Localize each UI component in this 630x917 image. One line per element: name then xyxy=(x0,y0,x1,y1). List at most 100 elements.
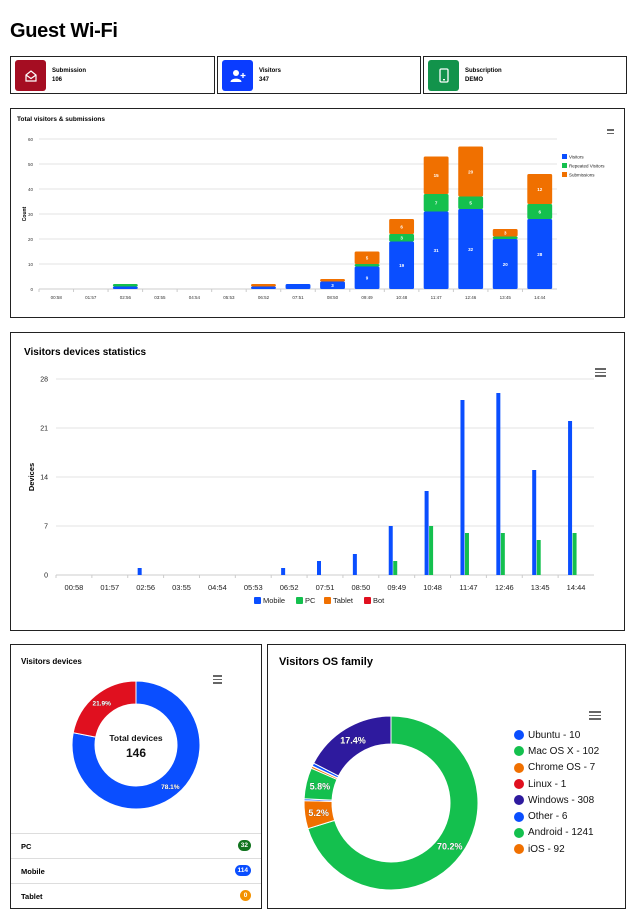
legend-item[interactable]: iOS - 92 xyxy=(514,841,599,857)
bar-segment xyxy=(492,239,518,289)
bar-segment xyxy=(354,264,380,267)
chart-title: Total visitors & submissions xyxy=(17,116,106,123)
bar-segment xyxy=(320,281,345,289)
legend-label: Linux - 1 xyxy=(528,778,567,790)
y-tick-label: 40 xyxy=(28,187,34,192)
center-label: Total devices xyxy=(109,733,162,743)
slice-label: 5.2% xyxy=(308,808,329,818)
chart-menu-icon[interactable] xyxy=(589,711,601,720)
legend-label: Ubuntu - 10 xyxy=(528,729,581,741)
legend-label: Submissions xyxy=(569,172,595,177)
list-item: PC 32 xyxy=(11,833,261,858)
bar-segment xyxy=(423,156,449,194)
count-badge: 32 xyxy=(237,840,251,851)
x-tick-label: 11:47 xyxy=(431,295,442,300)
device-name: Tablet xyxy=(21,892,43,901)
chart-menu-icon[interactable] xyxy=(595,368,606,377)
os-donut-chart: 70.2% 5.2% 5.8% 17.4% xyxy=(303,715,479,891)
stat-label: Subscription xyxy=(465,68,502,74)
data-label: 3 xyxy=(331,283,334,288)
bar-segment xyxy=(458,209,484,289)
bar xyxy=(393,561,398,575)
data-label: 31 xyxy=(434,248,440,253)
x-tick-label: 12:46 xyxy=(495,583,514,592)
x-tick-label: 00:58 xyxy=(51,295,63,300)
legend-swatch xyxy=(324,597,331,604)
stat-value: 106 xyxy=(52,77,63,83)
legend-dot-icon xyxy=(514,762,524,773)
bar xyxy=(572,533,577,575)
bar xyxy=(352,554,357,575)
bar-segment xyxy=(492,236,518,239)
y-axis-label: Count xyxy=(22,206,28,221)
legend-item[interactable]: Linux - 1 xyxy=(514,776,599,792)
x-tick-label: 03:55 xyxy=(172,583,191,592)
chart-title: Visitors devices xyxy=(21,657,82,666)
donut-slice xyxy=(312,715,392,777)
y-tick-label: 30 xyxy=(28,212,34,217)
legend-item[interactable]: Mac OS X - 102 xyxy=(514,743,599,759)
legend-label: Windows - 308 xyxy=(528,794,595,806)
panel-os-family: Visitors OS family 70.2% 5.2% 5.8% 17.4% Ub… xyxy=(267,644,626,909)
x-tick-label: 01:57 xyxy=(100,583,119,592)
legend-item[interactable]: Android - 1241 xyxy=(514,825,599,841)
legend-dot-icon xyxy=(514,795,524,806)
envelope-open-icon xyxy=(15,60,46,91)
legend-item[interactable]: Windows - 308 xyxy=(514,792,599,808)
x-tick-label: 06:52 xyxy=(280,583,299,592)
legend-item[interactable]: Ubuntu - 10 xyxy=(514,727,599,743)
bar xyxy=(388,526,393,575)
y-tick-label: 28 xyxy=(40,377,48,384)
bar-segment xyxy=(527,174,553,204)
x-tick-label: 04:54 xyxy=(208,583,227,592)
data-label: 9 xyxy=(366,276,369,281)
legend-label: Other - 6 xyxy=(528,811,568,823)
mobile-phone-icon xyxy=(428,60,459,91)
panel-device-stats: Visitors devices statistics 0 7 14 21 28 Devi… xyxy=(10,332,625,631)
slice-label: 78.1% xyxy=(161,784,180,791)
x-tick-label: 05:53 xyxy=(244,583,263,592)
legend-label: Tablet xyxy=(333,596,354,605)
bar-segment xyxy=(527,219,553,289)
list-item: Mobile 114 xyxy=(11,858,261,883)
y-axis-label: Devices xyxy=(27,463,36,491)
devices-donut-chart: 78.1% 21.9% Total devices 146 xyxy=(71,680,201,810)
x-tick-label: 10:48 xyxy=(396,295,408,300)
data-label: 6 xyxy=(538,209,541,214)
legend-label: Visitors xyxy=(569,154,584,159)
donut-slice xyxy=(72,680,137,738)
data-label: 20 xyxy=(503,262,509,267)
slice-label: 5.8% xyxy=(310,781,331,791)
bar-segment xyxy=(285,284,311,289)
bar-segment xyxy=(423,211,449,289)
os-legend: Ubuntu - 10 Mac OS X - 102 Chrome OS - 7 Li… xyxy=(514,727,599,857)
legend-label: Mobile xyxy=(263,596,285,605)
data-label: 5 xyxy=(366,256,369,261)
bar xyxy=(429,526,434,575)
x-tick-label: 13:45 xyxy=(500,295,512,300)
x-tick-label: 00:58 xyxy=(65,583,84,592)
legend-item[interactable]: Chrome OS - 7 xyxy=(514,760,599,776)
x-tick-label: 06:52 xyxy=(258,295,270,300)
bar-segment xyxy=(320,279,345,282)
chart-menu-icon[interactable] xyxy=(213,675,222,684)
x-tick-label: 02:56 xyxy=(136,583,155,592)
y-tick-label: 0 xyxy=(44,573,48,580)
device-name: Mobile xyxy=(21,867,45,876)
stat-label: Submission xyxy=(52,68,87,74)
slice-label: 21.9% xyxy=(92,700,111,707)
device-name: PC xyxy=(21,842,32,851)
chart-menu-icon[interactable] xyxy=(607,129,614,138)
x-tick-label: 05:53 xyxy=(223,295,235,300)
data-label: 19 xyxy=(399,263,405,268)
x-tick-label: 01:57 xyxy=(85,295,97,300)
legend-swatch xyxy=(562,172,567,177)
stat-card-submission: Submission 106 xyxy=(10,56,215,94)
legend-item[interactable]: Other - 6 xyxy=(514,808,599,824)
bar-segment xyxy=(423,194,449,212)
data-label: 28 xyxy=(537,252,543,257)
stacked-bar-chart: 0 10 20 30 40 50 60 Count 00:58 01:57 02:56 03:55 04… xyxy=(22,137,605,300)
data-label: 3 xyxy=(400,236,403,241)
bar-segment xyxy=(354,251,380,264)
donut-slice xyxy=(307,715,479,891)
